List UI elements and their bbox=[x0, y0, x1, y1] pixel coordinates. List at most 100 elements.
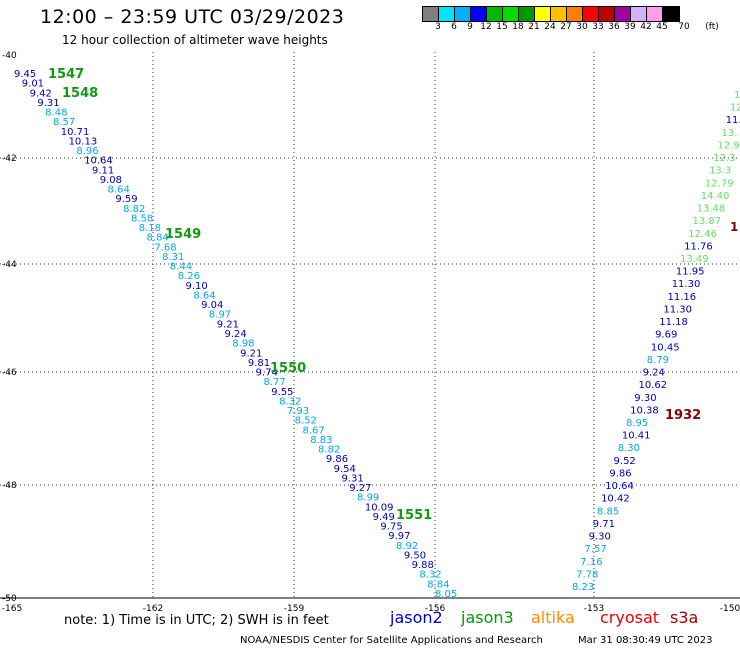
pass-number-label: 1932 bbox=[665, 408, 701, 423]
color-scale-label: 15 bbox=[496, 22, 508, 32]
color-scale-label: 18 bbox=[512, 22, 524, 32]
pass-number-label: 1548 bbox=[62, 86, 98, 101]
swh-value: 9.88 bbox=[412, 560, 434, 571]
latitude-label: -42 bbox=[2, 154, 17, 164]
swh-value: 8.67 bbox=[302, 425, 324, 436]
swh-value: 9.21 bbox=[217, 319, 239, 330]
swh-value: 9.27 bbox=[349, 483, 371, 494]
swh-value: 9.24 bbox=[225, 329, 247, 340]
pass-number-label: 1549 bbox=[165, 227, 201, 242]
color-scale-label: 24 bbox=[544, 22, 556, 32]
swh-value: 10.62 bbox=[638, 380, 667, 391]
swh-value: 9.74 bbox=[256, 368, 278, 379]
swh-value: 11.16 bbox=[668, 292, 697, 303]
swh-value: 9.11 bbox=[92, 165, 114, 176]
swh-value: 8.30 bbox=[618, 443, 640, 454]
color-swatch bbox=[567, 7, 583, 21]
legend-item-s3a: s3a bbox=[670, 608, 699, 627]
swh-value: 10.64 bbox=[605, 481, 634, 492]
latitude-label: -48 bbox=[2, 481, 17, 491]
swh-value: 8.92 bbox=[396, 541, 418, 552]
color-scale-label: 6 bbox=[451, 22, 457, 32]
color-scale-label: 42 bbox=[640, 22, 652, 32]
color-scale-label: (ft) bbox=[705, 22, 719, 32]
swh-value: 12.79 bbox=[705, 178, 734, 189]
swh-value: 8.52 bbox=[295, 416, 317, 427]
color-swatch bbox=[503, 7, 519, 21]
legend-item-altika: altika bbox=[531, 608, 575, 627]
swh-value: 9.30 bbox=[634, 393, 656, 404]
swh-value: 8.79 bbox=[647, 355, 669, 366]
color-scale-label: 70 bbox=[678, 22, 690, 32]
swh-value: 10.45 bbox=[651, 342, 680, 353]
color-swatch bbox=[519, 7, 535, 21]
color-swatch bbox=[551, 7, 567, 21]
swh-value: 8.44 bbox=[170, 262, 192, 273]
swh-value: 8.64 bbox=[108, 185, 130, 196]
swh-value: 12.3 bbox=[713, 153, 735, 164]
swh-value: 8.58 bbox=[131, 213, 153, 224]
swh-value: 12.46 bbox=[688, 229, 717, 240]
swh-value: 9.31 bbox=[37, 98, 59, 109]
swh-value: 8.85 bbox=[597, 506, 619, 517]
swh-value: 9.71 bbox=[593, 519, 615, 530]
swh-value: 11. bbox=[726, 115, 740, 126]
swh-value: 9.52 bbox=[614, 456, 636, 467]
swh-value: 8.26 bbox=[178, 271, 200, 282]
swh-value: 9.59 bbox=[115, 194, 137, 205]
swh-value: 8.98 bbox=[232, 339, 254, 350]
swh-value: 8.84 bbox=[427, 579, 449, 590]
longitude-label: -159 bbox=[284, 604, 305, 614]
swh-value: 12. bbox=[730, 103, 740, 114]
swh-value: 8.05 bbox=[435, 589, 457, 600]
color-swatch bbox=[455, 7, 471, 21]
credit-line: NOAA/NESDIS Center for Satellite Applica… bbox=[240, 635, 543, 646]
swh-value: 9.10 bbox=[186, 281, 208, 292]
swh-value: 8.57 bbox=[53, 117, 75, 128]
swh-value: 11.76 bbox=[684, 241, 713, 252]
swh-value: 9.75 bbox=[380, 522, 402, 533]
swh-value: 13. bbox=[722, 128, 738, 139]
longitude-label: -156 bbox=[425, 604, 446, 614]
swh-value: 13. bbox=[734, 90, 740, 101]
swh-value: 8.18 bbox=[139, 223, 161, 234]
color-scale-label: 12 bbox=[480, 22, 492, 32]
swh-value: 7.68 bbox=[154, 242, 176, 253]
swh-value: 9.55 bbox=[271, 387, 293, 398]
swh-value: 8.64 bbox=[193, 290, 215, 301]
latitude-label: -50 bbox=[2, 594, 17, 604]
swh-value: 11.95 bbox=[676, 267, 705, 278]
color-swatch bbox=[631, 7, 647, 21]
swh-value: 11.30 bbox=[663, 304, 692, 315]
swh-value: 13.49 bbox=[680, 254, 709, 265]
swh-value: 8.83 bbox=[310, 435, 332, 446]
swh-value: 9.42 bbox=[30, 88, 52, 99]
color-scale-label: 33 bbox=[592, 22, 604, 32]
color-scale-bar bbox=[422, 6, 680, 22]
swh-value: 8.48 bbox=[45, 108, 67, 119]
swh-value: 9.31 bbox=[341, 473, 363, 484]
swh-value: 10.41 bbox=[622, 431, 651, 442]
swh-value: 8.32 bbox=[279, 396, 301, 407]
latitude-label: -40 bbox=[2, 51, 17, 61]
color-scale-label: 21 bbox=[528, 22, 540, 32]
swh-value: 10.42 bbox=[601, 494, 630, 505]
swh-value: 7.16 bbox=[580, 557, 602, 568]
color-scale-label: 45 bbox=[656, 22, 668, 32]
color-scale-label: 27 bbox=[560, 22, 572, 32]
swh-value: 10.13 bbox=[69, 136, 98, 147]
swh-value: 7.57 bbox=[584, 544, 606, 555]
pass-number-label: 1 bbox=[730, 220, 738, 234]
swh-value: 8.31 bbox=[162, 252, 184, 263]
swh-value: 8.32 bbox=[419, 570, 441, 581]
swh-value: 10.71 bbox=[61, 127, 90, 138]
footnote: note: 1) Time is in UTC; 2) SWH is in fe… bbox=[64, 613, 329, 628]
pass-number-label: 1551 bbox=[396, 508, 432, 523]
swh-value: 8.99 bbox=[357, 493, 379, 504]
color-swatch bbox=[599, 7, 615, 21]
swh-value: 9.86 bbox=[326, 454, 348, 465]
swh-value: 8.97 bbox=[209, 310, 231, 321]
pass-number-label: 1550 bbox=[270, 361, 306, 376]
swh-value: 12.9 bbox=[717, 140, 739, 151]
